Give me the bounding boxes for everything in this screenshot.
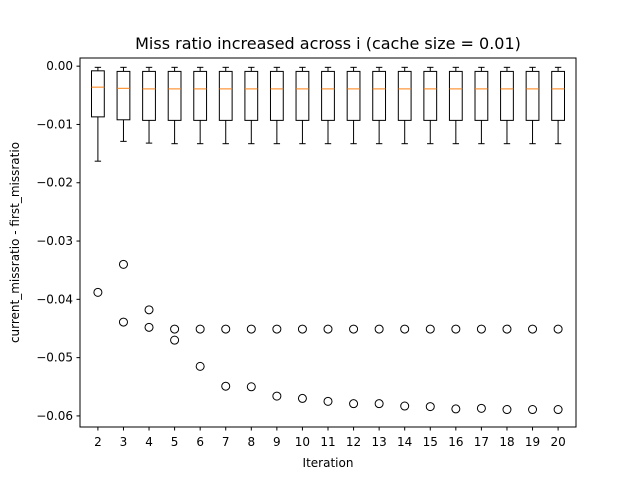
x-tick-label: 15: [423, 435, 438, 449]
box: [423, 70, 438, 121]
outlier-point: [349, 399, 359, 409]
y-tick-label: 0.00: [46, 59, 73, 73]
outlier-point: [400, 324, 410, 334]
outlier-point: [221, 381, 231, 391]
box: [218, 70, 233, 121]
y-tick-label: −0.04: [36, 292, 73, 306]
x-tick-label: 19: [525, 435, 540, 449]
x-tick-label: 5: [171, 435, 179, 449]
y-tick-label: −0.01: [36, 117, 73, 131]
box: [167, 70, 182, 121]
box: [448, 70, 463, 121]
box: [244, 70, 259, 121]
outlier-point: [272, 391, 282, 401]
outlier-point: [246, 324, 256, 334]
x-tick-label: 7: [222, 435, 230, 449]
box: [321, 70, 335, 121]
outlier-point: [502, 405, 512, 415]
x-tick-label: 14: [397, 435, 412, 449]
box: [91, 70, 105, 118]
outlier-point: [195, 361, 205, 371]
box: [500, 70, 514, 121]
x-tick-label: 10: [295, 435, 310, 449]
outlier-point: [502, 324, 512, 334]
outlier-point: [528, 324, 538, 334]
outlier-point: [349, 324, 359, 334]
x-tick-label: 11: [320, 435, 335, 449]
box: [551, 70, 565, 121]
outlier-point: [170, 335, 180, 345]
outlier-point: [451, 324, 461, 334]
box: [397, 70, 412, 121]
outlier-point: [323, 396, 333, 406]
y-axis-label: current_missratio - first_missratio: [8, 142, 22, 343]
outlier-point: [221, 324, 231, 334]
x-tick-label: 12: [346, 435, 361, 449]
x-tick-label: 8: [247, 435, 255, 449]
outlier-point: [93, 287, 103, 297]
outlier-point: [118, 317, 128, 327]
plot-area: 0.00 −0.01 −0.02 −0.03 −0.04 −0.05 −0.06 2 3 4 5 6 7…: [36, 59, 566, 449]
y-tick-label: −0.05: [36, 351, 73, 365]
outlier-point: [272, 324, 282, 334]
y-tick-label: −0.06: [36, 409, 73, 423]
y-tick-label: −0.03: [36, 234, 73, 248]
outlier-point: [374, 399, 384, 409]
x-tick-label: 17: [474, 435, 489, 449]
outlier-point: [528, 405, 538, 415]
outlier-point: [425, 324, 435, 334]
outlier-point: [195, 324, 205, 334]
outlier-point: [170, 324, 180, 334]
outlier-point: [246, 382, 256, 392]
outlier-point: [323, 324, 333, 334]
outlier-point: [553, 405, 563, 415]
box: [269, 70, 284, 121]
box: [295, 70, 310, 121]
outlier-point: [118, 259, 128, 269]
outlier-point: [144, 322, 154, 332]
x-tick-label: 3: [120, 435, 128, 449]
outlier-point: [374, 324, 384, 334]
x-tick-label: 13: [371, 435, 386, 449]
x-tick-label: 4: [145, 435, 153, 449]
x-tick-label: 6: [196, 435, 204, 449]
outlier-point: [400, 401, 410, 411]
y-tick-label: −0.02: [36, 176, 73, 190]
x-tick-label: 18: [499, 435, 514, 449]
x-tick-label: 20: [550, 435, 565, 449]
x-tick-label: 16: [448, 435, 463, 449]
box: [116, 70, 131, 121]
outlier-point: [451, 404, 461, 414]
outlier-point: [476, 324, 486, 334]
box: [525, 70, 540, 121]
outlier-point: [297, 324, 307, 334]
box: [474, 70, 489, 121]
box: [142, 70, 156, 121]
box: [372, 70, 387, 121]
chart-title: Miss ratio increased across i (cache siz…: [135, 34, 521, 53]
box: [193, 70, 208, 121]
outlier-point: [553, 324, 563, 334]
x-tick-label: 2: [94, 435, 102, 449]
outlier-point: [297, 393, 307, 403]
outlier-point: [144, 305, 154, 315]
x-tick-label: 9: [273, 435, 281, 449]
x-axis-label: Iteration: [303, 456, 354, 470]
outlier-point: [476, 403, 486, 413]
axes-frame: [79, 57, 577, 428]
box: [346, 70, 361, 121]
outlier-point: [425, 402, 435, 412]
